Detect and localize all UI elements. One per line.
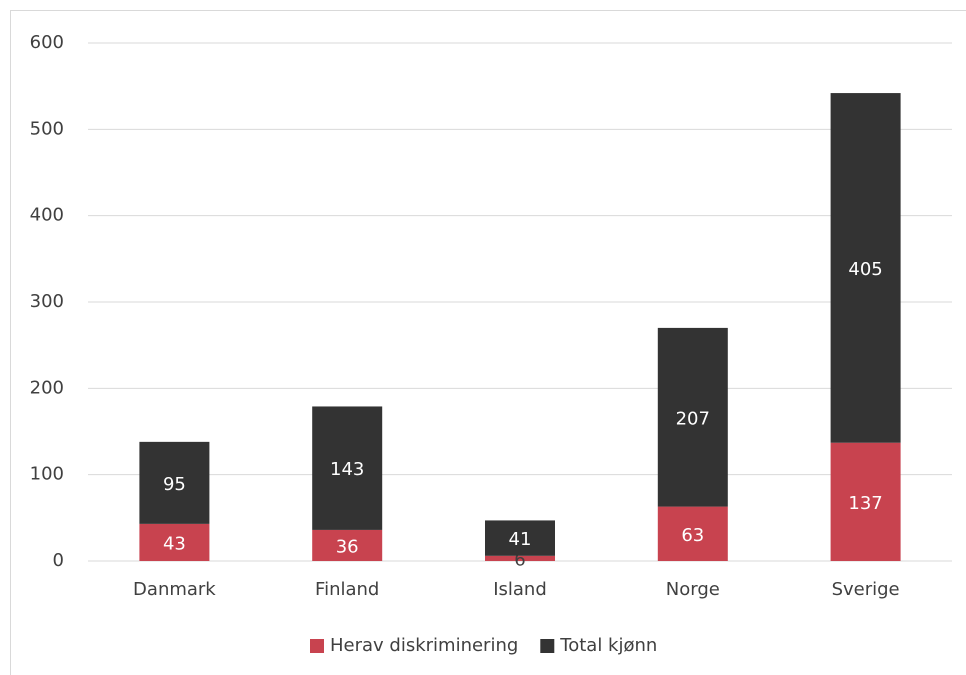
bar-segment: [139, 441, 210, 524]
y-tick-label: 200: [30, 377, 64, 398]
bar-segment: [485, 555, 555, 561]
y-tick-label: 0: [53, 550, 64, 571]
y-tick-label: 500: [30, 118, 64, 139]
data-label: 63: [681, 525, 704, 546]
chart-frame: [10, 10, 966, 675]
y-tick-label: 100: [30, 464, 64, 485]
data-label: 207: [676, 408, 710, 429]
data-label: 6: [514, 549, 525, 570]
bar-segment: [485, 520, 555, 556]
bar-segment: [830, 442, 901, 561]
y-tick-label: 600: [30, 32, 64, 53]
data-label: 137: [848, 493, 882, 514]
data-label: 41: [509, 529, 532, 550]
y-tick-label: 300: [30, 291, 64, 312]
x-tick-label: Sverige: [832, 579, 900, 600]
legend-swatch: [540, 639, 555, 653]
data-label: 43: [163, 533, 186, 554]
bar-segment: [657, 506, 728, 561]
bar-segment: [657, 327, 728, 507]
bar-segment: [312, 529, 383, 561]
y-tick-label: 400: [30, 205, 64, 226]
x-tick-label: Danmark: [133, 579, 216, 600]
bar-segment: [139, 523, 210, 561]
x-tick-label: Island: [493, 579, 547, 600]
data-label: 36: [336, 536, 359, 557]
bar-segment: [312, 406, 383, 530]
legend-label: Total kjønn: [559, 635, 657, 656]
data-label: 405: [848, 259, 882, 280]
x-tick-label: Finland: [315, 579, 379, 600]
bar-segment: [830, 93, 901, 443]
x-tick-label: Norge: [666, 579, 720, 600]
data-label: 143: [330, 459, 364, 480]
legend-swatch: [310, 639, 324, 653]
data-label: 95: [163, 474, 186, 495]
legend-label: Herav diskriminering: [330, 635, 518, 656]
